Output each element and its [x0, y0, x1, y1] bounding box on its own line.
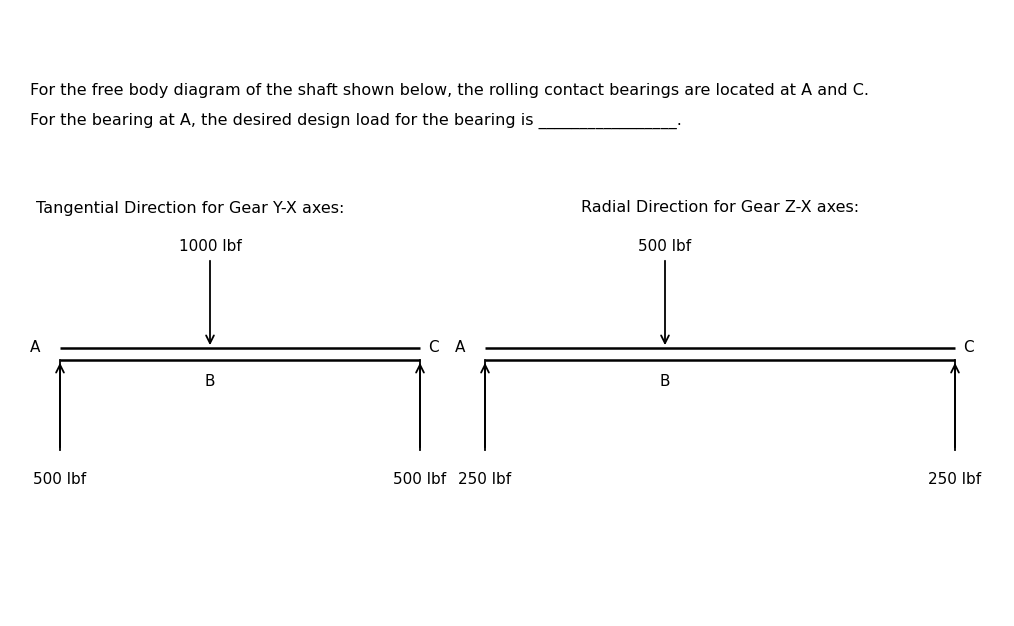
Text: 250 lbf: 250 lbf	[929, 472, 982, 487]
Text: B: B	[660, 374, 670, 389]
Text: 500 lbf: 500 lbf	[639, 239, 692, 254]
Text: Radial Direction for Gear Z-X axes:: Radial Direction for Gear Z-X axes:	[581, 200, 859, 215]
Text: C: C	[428, 341, 439, 356]
Text: A: A	[29, 341, 40, 356]
Text: B: B	[205, 374, 215, 389]
Text: For the free body diagram of the shaft shown below, the rolling contact bearings: For the free body diagram of the shaft s…	[30, 83, 869, 98]
Text: 1000 lbf: 1000 lbf	[178, 239, 241, 254]
Text: 500 lbf: 500 lbf	[393, 472, 446, 487]
Text: 250 lbf: 250 lbf	[458, 472, 511, 487]
Text: Tangential Direction for Gear Y-X axes:: Tangential Direction for Gear Y-X axes:	[35, 200, 344, 215]
Text: 500 lbf: 500 lbf	[33, 472, 86, 487]
Text: For the bearing at A, the desired design load for the bearing is _______________: For the bearing at A, the desired design…	[30, 113, 681, 129]
Text: C: C	[963, 341, 973, 356]
Text: A: A	[454, 341, 465, 356]
